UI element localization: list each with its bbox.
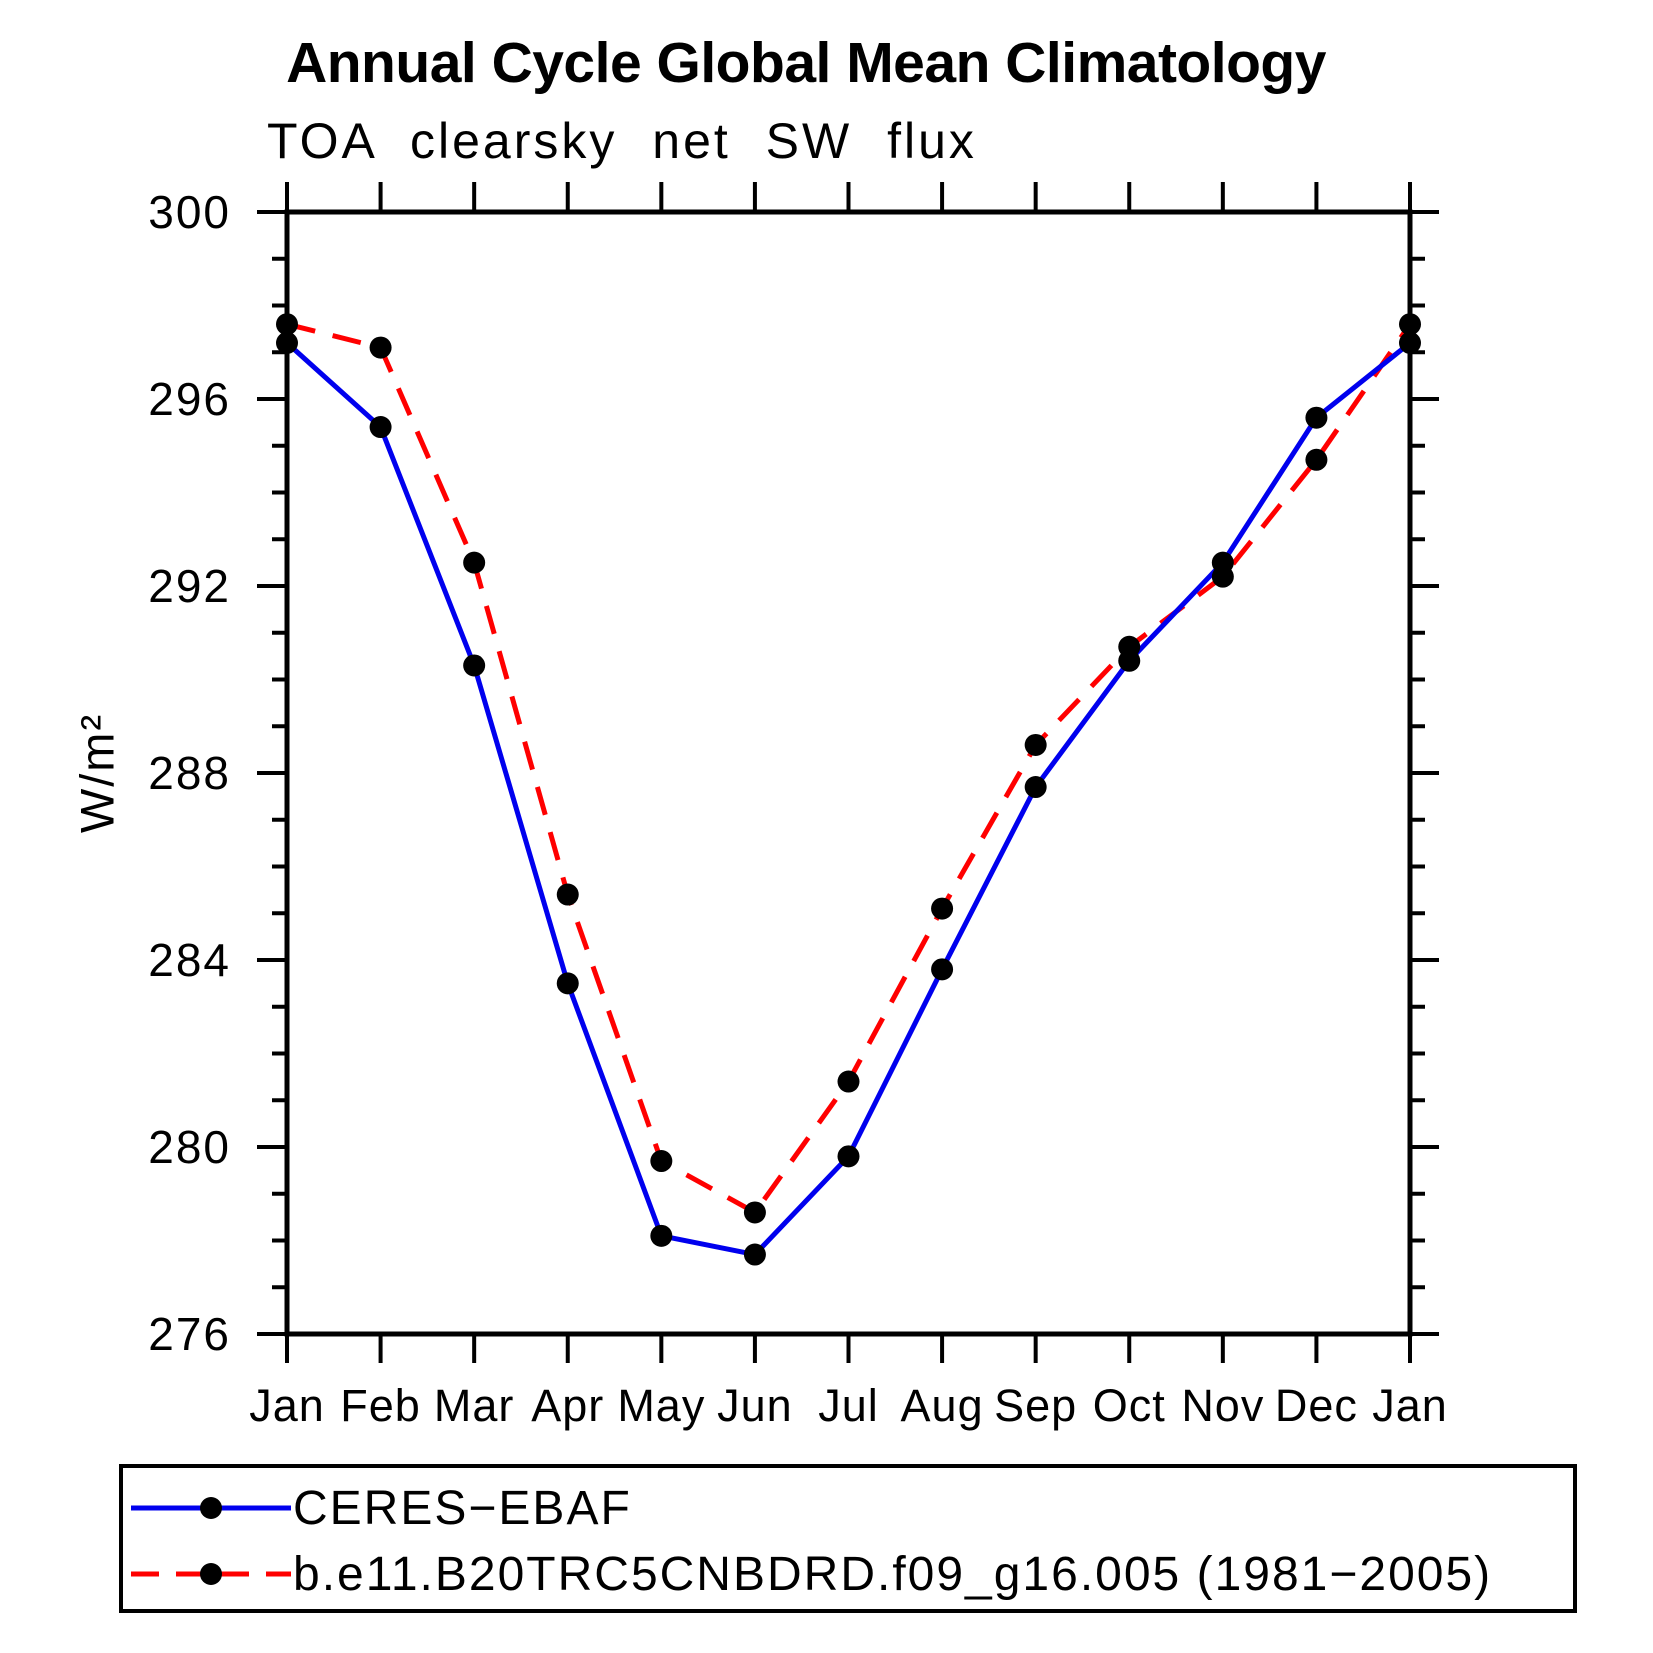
y-tick-label-292: 292 [148, 560, 231, 612]
series-1-marker-8 [1024, 733, 1047, 756]
series-1-marker-4 [650, 1150, 673, 1173]
series-0-marker-8 [1024, 776, 1047, 799]
x-tick-label-6: Jul [818, 1380, 879, 1431]
y-tick-label-284: 284 [148, 934, 231, 986]
x-tick-label-7: Aug [901, 1380, 984, 1431]
series-0-marker-5 [743, 1243, 766, 1266]
series-0-marker-6 [837, 1145, 860, 1168]
series-line-0 [285, 340, 1412, 1258]
series-1-marker-9 [1118, 635, 1141, 658]
chart-subtitle: TOA clearsky net SW flux [267, 113, 977, 169]
x-tick-label-9: Oct [1093, 1380, 1166, 1431]
series-0-marker-12 [1399, 331, 1421, 354]
series-1-marker-5 [743, 1201, 766, 1224]
series-0-marker-11 [1305, 406, 1328, 429]
series-1-marker-2 [463, 551, 486, 574]
x-tick-label-2: Mar [434, 1380, 515, 1431]
chart-title: Annual Cycle Global Mean Climatology [286, 31, 1326, 95]
y-tick-label-300: 300 [148, 186, 231, 238]
series-1-marker-0 [276, 313, 298, 336]
series-1-marker-10 [1211, 565, 1234, 588]
y-tick-label-280: 280 [148, 1121, 231, 1173]
x-tick-label-12: Jan [1372, 1380, 1448, 1431]
x-tick-label-3: Apr [531, 1380, 604, 1431]
x-tick-label-8: Sep [994, 1380, 1077, 1431]
y-tick-label-296: 296 [148, 373, 231, 425]
legend-label-ceres: CERES−EBAF [293, 1481, 632, 1535]
x-tick-label-1: Feb [340, 1380, 421, 1431]
series-0-marker-2 [463, 654, 486, 677]
legend-sample-dashed-line [131, 1563, 291, 1585]
series-0-marker-1 [369, 416, 392, 439]
legend-label-model: b.e11.B20TRC5CNBDRD.f09_g16.005 (1981−20… [293, 1547, 1493, 1601]
series-1-marker-6 [837, 1070, 860, 1093]
series-1-marker-7 [931, 897, 954, 920]
series-0-marker-7 [931, 958, 954, 981]
series-0-marker-3 [556, 972, 579, 995]
x-tick-label-0: Jan [249, 1380, 325, 1431]
x-tick-label-11: Dec [1275, 1380, 1358, 1431]
legend-box: CERES−EBAF b.e11.B20TRC5CNBDRD.f09_g16.0… [119, 1464, 1577, 1613]
series-1-marker-3 [556, 883, 579, 906]
x-tick-label-10: Nov [1181, 1380, 1264, 1431]
series-1-marker-1 [369, 336, 392, 359]
y-tick-label-288: 288 [148, 747, 231, 799]
x-tick-label-5: Jun [717, 1380, 793, 1431]
series-0-marker-4 [650, 1224, 673, 1247]
y-tick-label-276: 276 [148, 1308, 231, 1360]
legend-item-ceres: CERES−EBAF [129, 1482, 632, 1535]
legend-sample-solid-line [131, 1497, 291, 1519]
x-tick-label-4: May [617, 1380, 705, 1431]
series-1-marker-11 [1305, 448, 1328, 471]
legend-item-model: b.e11.B20TRC5CNBDRD.f09_g16.005 (1981−20… [129, 1548, 1492, 1601]
series-1-marker-12 [1399, 313, 1421, 336]
series-0-marker-0 [276, 331, 298, 354]
